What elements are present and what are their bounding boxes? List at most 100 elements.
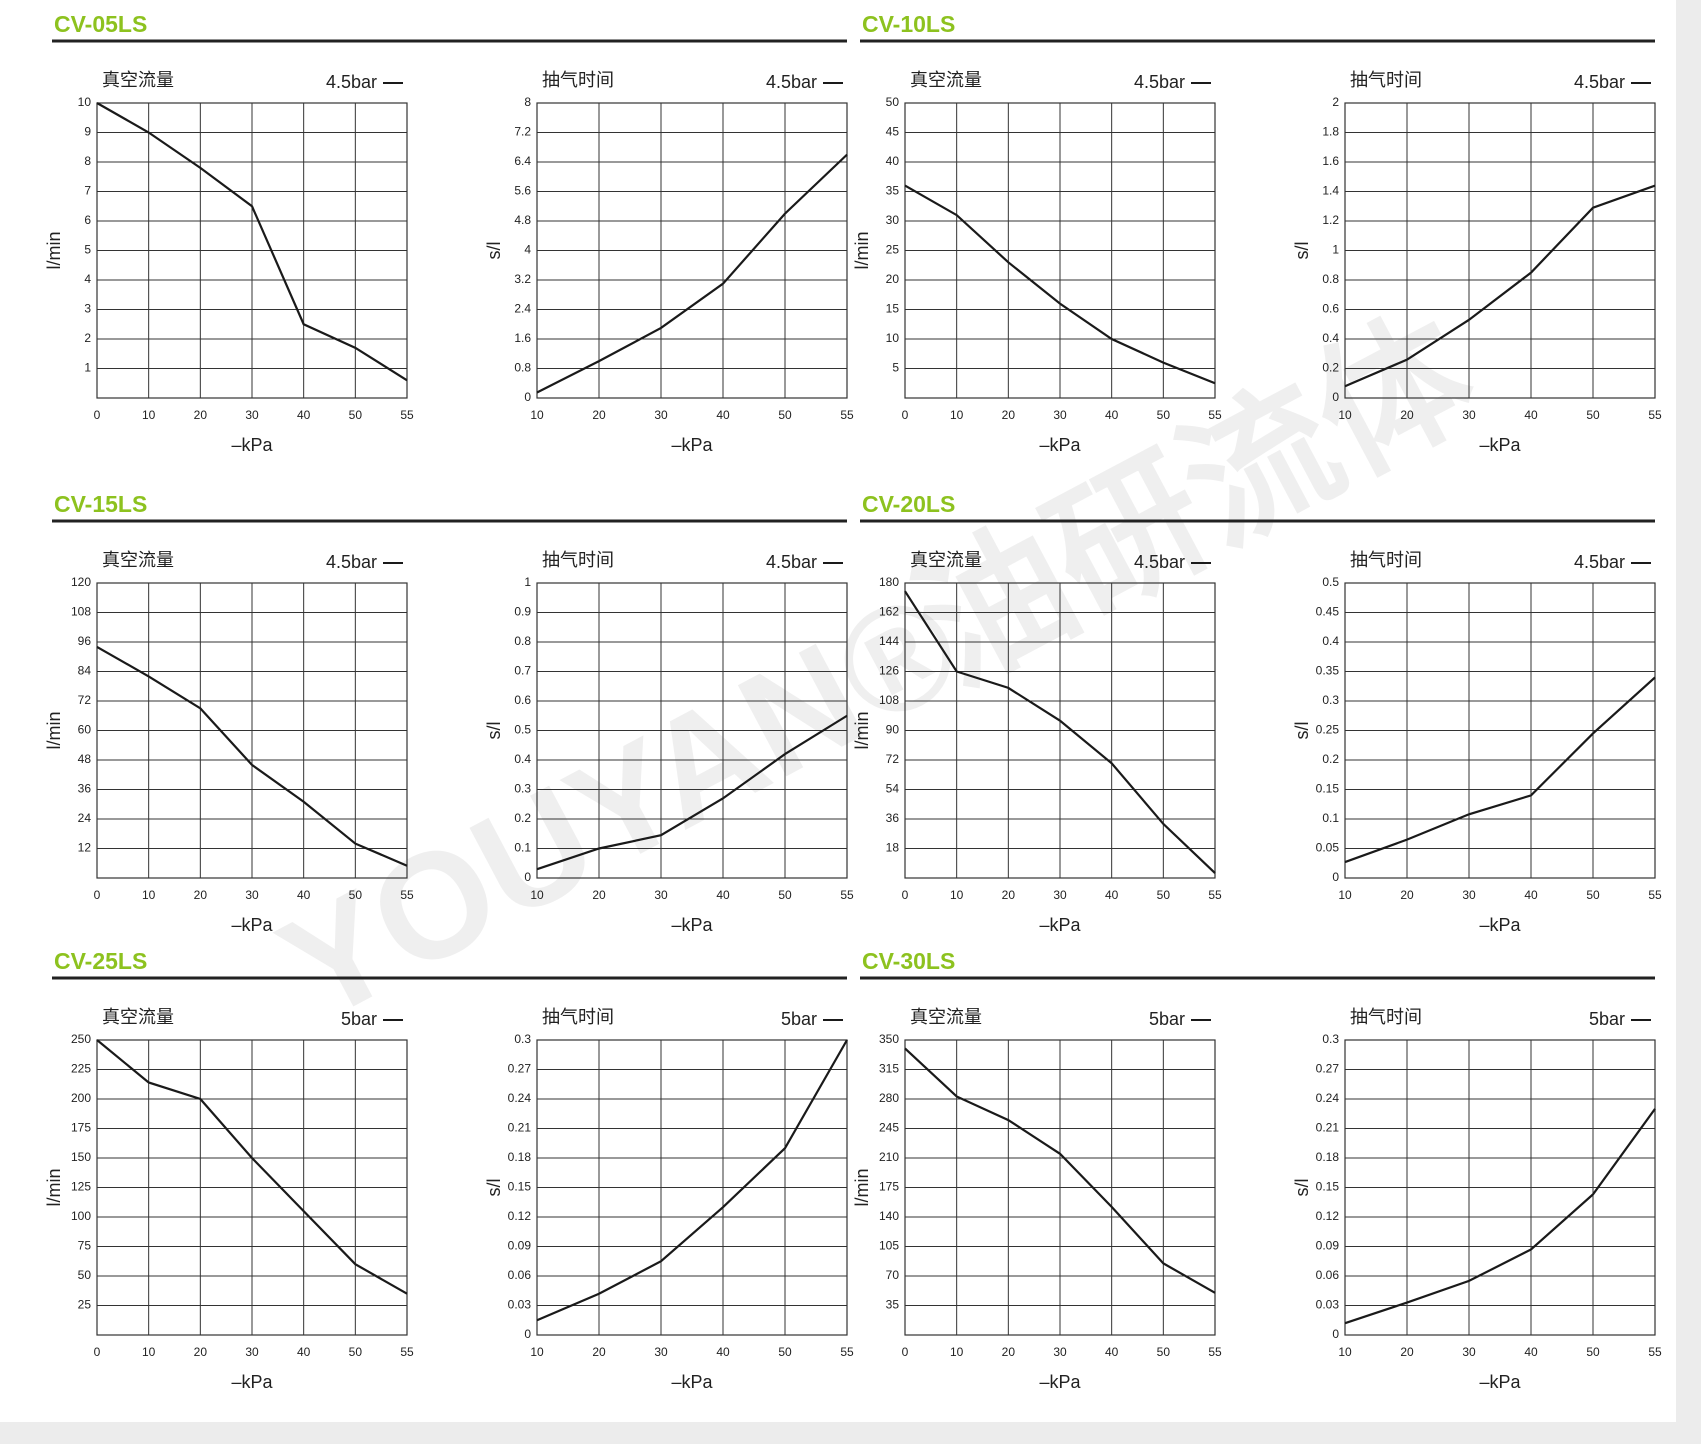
x-tick-label: 10: [1338, 408, 1352, 422]
x-tick-label: 10: [950, 888, 964, 902]
y-tick-label: 0: [524, 390, 531, 404]
x-tick-label: 55: [400, 408, 414, 422]
legend-label: 5bar: [341, 1009, 377, 1029]
y-tick-label: 0: [524, 1327, 531, 1341]
y-tick-label: 36: [886, 811, 900, 825]
y-tick-label: 2: [1332, 95, 1339, 109]
y-tick-label: 0.27: [1316, 1062, 1340, 1076]
series-line: [1344, 1108, 1656, 1325]
series-line: [96, 1039, 408, 1295]
x-tick-label: 30: [654, 888, 668, 902]
section-title: CV-20LS: [862, 491, 955, 517]
chart-title: 真空流量: [910, 70, 982, 90]
y-tick-label: 0.3: [1322, 693, 1339, 707]
x-tick-label: 55: [1648, 1345, 1662, 1359]
y-tick-label: 0.2: [514, 811, 531, 825]
y-tick-label: 4: [524, 243, 531, 257]
y-tick-label: 6.4: [514, 154, 531, 168]
chart-title: 真空流量: [910, 1007, 982, 1027]
y-tick-label: 3: [84, 302, 91, 316]
x-tick-label: 20: [592, 888, 606, 902]
y-tick-label: 0.4: [1322, 634, 1339, 648]
legend-label: 5bar: [1149, 1009, 1185, 1029]
y-tick-label: 0.25: [1316, 723, 1340, 737]
plot-border: [96, 1039, 408, 1336]
y-tick-label: 45: [886, 125, 900, 139]
y-tick-label: 70: [886, 1268, 900, 1282]
plot-border: [904, 582, 1216, 879]
y-tick-label: 0.09: [1316, 1239, 1340, 1253]
y-axis-label: s/l: [484, 242, 504, 260]
y-tick-label: 1: [524, 575, 531, 589]
y-tick-label: 0.03: [1316, 1298, 1340, 1312]
y-axis-label: l/min: [852, 1168, 872, 1206]
x-tick-label: 50: [1157, 408, 1171, 422]
x-tick-label: 20: [1002, 408, 1016, 422]
chart: 10 20 30 40 50 55 0 0.03 0.06 0.09 0.12 0.15 0.18 0.2…: [484, 1007, 854, 1392]
x-tick-label: 50: [778, 408, 792, 422]
y-tick-label: 2: [84, 331, 91, 345]
x-tick-label: 50: [778, 1345, 792, 1359]
x-tick-label: 10: [530, 1345, 544, 1359]
x-tick-label: 20: [1002, 1345, 1016, 1359]
y-tick-label: 0.2: [1322, 752, 1339, 766]
y-tick-label: 0.24: [508, 1091, 532, 1105]
y-tick-label: 100: [71, 1209, 91, 1223]
x-tick-label: 20: [194, 408, 208, 422]
y-tick-label: 18: [886, 841, 900, 855]
series-line: [904, 590, 1216, 874]
y-tick-label: 0.3: [1322, 1032, 1339, 1046]
y-tick-label: 90: [886, 723, 900, 737]
x-tick-label: 40: [1524, 1345, 1538, 1359]
y-tick-label: 0.15: [508, 1180, 532, 1194]
y-axis-label: l/min: [852, 711, 872, 749]
y-tick-label: 0.6: [1322, 302, 1339, 316]
chart-title: 真空流量: [102, 550, 174, 570]
series-line: [904, 1047, 1216, 1294]
x-axis-label: –kPa: [231, 435, 273, 455]
x-axis-label: –kPa: [231, 1372, 273, 1392]
chart: 10 20 30 40 50 55 0 0.2 0.4 0.6 0.8 1 1.2 1.4 1.6 1.8 2 4…: [1292, 70, 1662, 455]
y-axis-label: s/l: [1292, 242, 1312, 260]
x-tick-label: 10: [1338, 888, 1352, 902]
y-tick-label: 3.2: [514, 272, 531, 286]
y-tick-label: 7: [84, 184, 91, 198]
x-axis-label: –kPa: [671, 1372, 713, 1392]
y-tick-label: 10: [886, 331, 900, 345]
y-tick-label: 0.12: [508, 1209, 532, 1223]
x-tick-label: 40: [716, 408, 730, 422]
legend-label: 5bar: [781, 1009, 817, 1029]
y-tick-label: 0.05: [1316, 841, 1340, 855]
x-tick-label: 40: [297, 888, 311, 902]
y-tick-label: 1.8: [1322, 125, 1339, 139]
y-tick-label: 1: [1332, 243, 1339, 257]
legend-label: 4.5bar: [1134, 552, 1185, 572]
y-tick-label: 0.09: [508, 1239, 532, 1253]
x-axis-label: –kPa: [1479, 1372, 1521, 1392]
x-axis-label: –kPa: [1039, 435, 1081, 455]
section-title: CV-15LS: [54, 491, 147, 517]
y-tick-label: 108: [879, 693, 899, 707]
plot-border: [536, 582, 848, 879]
x-tick-label: 40: [1524, 408, 1538, 422]
y-tick-label: 0.5: [1322, 575, 1339, 589]
y-tick-label: 72: [78, 693, 92, 707]
chart: 10 20 30 40 50 55 0 0.8 1.6 2.4 3.2 4 4.8 5.6 6.4 7.2 8 4…: [484, 70, 854, 455]
legend-label: 5bar: [1589, 1009, 1625, 1029]
x-axis-label: –kPa: [1479, 915, 1521, 935]
x-tick-label: 30: [245, 408, 259, 422]
y-axis-label: s/l: [484, 722, 504, 740]
x-tick-label: 55: [1648, 888, 1662, 902]
y-tick-label: 0.1: [514, 841, 531, 855]
x-tick-label: 50: [1157, 1345, 1171, 1359]
x-tick-label: 20: [1002, 888, 1016, 902]
y-tick-label: 9: [84, 125, 91, 139]
legend-label: 4.5bar: [326, 552, 377, 572]
y-axis-label: s/l: [1292, 722, 1312, 740]
x-tick-label: 55: [1208, 408, 1222, 422]
x-tick-label: 10: [530, 888, 544, 902]
y-tick-label: 250: [71, 1032, 91, 1046]
x-tick-label: 55: [840, 408, 854, 422]
x-tick-label: 50: [778, 888, 792, 902]
x-tick-label: 55: [400, 1345, 414, 1359]
